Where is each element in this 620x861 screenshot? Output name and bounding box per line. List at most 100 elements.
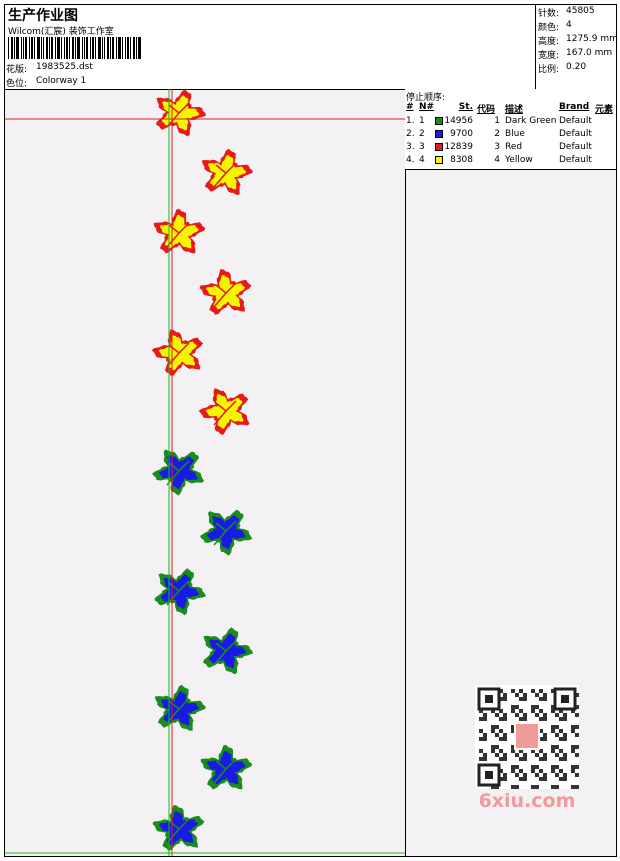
code: 2 <box>494 129 500 139</box>
qr-cell <box>495 733 499 737</box>
qr-cell <box>503 717 507 721</box>
design-canvas <box>5 89 405 856</box>
color-swatch <box>435 143 443 151</box>
column-header: # <box>406 102 414 112</box>
qr-cell <box>531 705 535 709</box>
color-swatch <box>435 156 443 164</box>
qr-cell <box>515 705 519 709</box>
qr-cell <box>503 757 507 761</box>
qr-cell <box>535 765 539 769</box>
qr-cell <box>511 765 515 769</box>
barcode-bar <box>116 37 117 59</box>
qr-cell <box>575 745 579 749</box>
barcode-bar <box>104 37 105 59</box>
qr-cell <box>571 785 575 789</box>
stop-sequence-table: 停止顺序: # N# St. 代码 描述 Brand 元素 1. 1 14956 1 Dark Gre… <box>405 89 616 170</box>
qr-cell <box>535 713 539 717</box>
code: 1 <box>494 116 500 126</box>
qr-cell <box>495 753 499 757</box>
qr-cell <box>551 729 555 733</box>
qr-cell <box>499 749 503 753</box>
barcode-bar <box>92 37 94 59</box>
qr-finder-center <box>485 771 493 779</box>
colorway-label: 色位: <box>6 79 28 89</box>
description: Blue <box>505 129 525 139</box>
barcode-bar <box>31 37 33 59</box>
qr-cell <box>551 725 555 729</box>
color-swatch <box>435 117 443 125</box>
barcode-bar <box>46 37 48 59</box>
barcode-bar <box>14 37 15 59</box>
qr-cell <box>495 725 499 729</box>
leaf-vein <box>213 400 237 426</box>
qr-cell <box>563 737 567 741</box>
qr-cell <box>531 769 535 773</box>
qr-cell <box>543 773 547 777</box>
design-label: 花版: <box>6 65 28 75</box>
qr-cell <box>539 749 543 753</box>
qr-cell <box>563 757 567 761</box>
qr-cell <box>539 717 543 721</box>
qr-cell <box>543 717 547 721</box>
qr-logo <box>514 722 540 750</box>
title: 生产作业图 <box>8 8 78 24</box>
stat-value: 4 <box>566 20 572 30</box>
barcode-bar <box>66 37 68 59</box>
qr-cell <box>499 717 503 721</box>
qr-cell <box>495 785 499 789</box>
qr-cell <box>511 705 515 709</box>
barcode-bar <box>29 37 30 59</box>
qr-cell <box>543 693 547 697</box>
brand: Default <box>559 142 592 152</box>
qr-cell <box>555 745 559 749</box>
barcode-bar <box>118 37 121 59</box>
qr-cell <box>543 757 547 761</box>
leaf-vein <box>166 580 190 606</box>
barcode-bar <box>34 37 35 59</box>
qr-cell <box>511 769 515 773</box>
row-index: 2. <box>406 129 415 139</box>
qr-cell <box>575 713 579 717</box>
qr-cell <box>519 749 523 753</box>
table-title: 停止顺序: <box>406 93 446 103</box>
leaf-vein <box>213 520 237 546</box>
qr-cell <box>523 753 527 757</box>
qr-cell <box>575 785 579 789</box>
qr-cell <box>491 745 495 749</box>
qr-cell <box>511 785 515 789</box>
qr-cell <box>511 745 515 749</box>
qr-cell <box>499 777 503 781</box>
barcode-bar <box>138 37 141 59</box>
stitches: 14956 <box>444 116 473 126</box>
qr-cell <box>531 709 535 713</box>
qr-cell <box>531 785 535 789</box>
qr-cell <box>491 709 495 713</box>
qr-cell <box>555 725 559 729</box>
qr-cell <box>555 733 559 737</box>
barcode-bar <box>57 37 60 59</box>
watermark-text: 6xiu.com <box>479 790 576 812</box>
qr-cell <box>519 769 523 773</box>
leaf-vein <box>166 460 190 486</box>
qr-cell <box>535 785 539 789</box>
qr-cell <box>515 765 519 769</box>
qr-finder-center <box>485 695 493 703</box>
qr-cell <box>511 725 515 729</box>
qr-cell <box>563 713 567 717</box>
qr-cell <box>483 737 487 741</box>
qr-cell <box>535 753 539 757</box>
leaf-vein <box>166 818 190 844</box>
needle: 4 <box>419 155 425 165</box>
brand: Default <box>559 116 592 126</box>
description: Yellow <box>505 155 533 165</box>
qr-cell <box>539 709 543 713</box>
stat-label: 比例: <box>538 65 560 75</box>
leaf-vein <box>213 162 237 188</box>
qr-cell <box>479 749 483 753</box>
qr-cell <box>531 765 535 769</box>
row-index: 1. <box>406 116 415 126</box>
barcode-bar <box>122 37 123 59</box>
qr-cell <box>551 705 555 709</box>
barcode-bar <box>25 37 27 59</box>
qr-cell <box>551 765 555 769</box>
